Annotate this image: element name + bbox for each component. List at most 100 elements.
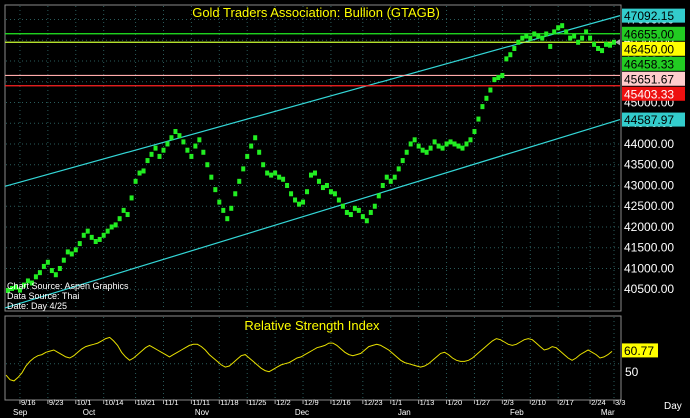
rsi-panel-frame	[4, 315, 622, 401]
price-point	[253, 135, 258, 141]
price-point	[592, 41, 597, 47]
price-point	[141, 168, 146, 174]
price-axis-labels: 47092.15 46655.0046450.0046458.3345651.67…	[615, 8, 685, 127]
price-point	[540, 35, 545, 41]
price-point	[173, 129, 178, 135]
price-point	[456, 143, 461, 149]
price-point	[428, 145, 433, 151]
price-point	[41, 263, 46, 269]
price-point	[476, 116, 481, 122]
price-point	[129, 195, 134, 201]
price-point	[360, 214, 365, 220]
price-point	[209, 174, 214, 180]
chart-source-text: Chart Source: Aspen Graphics	[7, 281, 129, 291]
price-point	[524, 33, 529, 39]
price-point	[576, 39, 581, 45]
x-day-tick-label: 12/16	[332, 398, 351, 407]
price-point	[492, 77, 497, 83]
x-day-tick-label: 10/14	[105, 398, 124, 407]
price-point	[568, 35, 573, 41]
price-point	[57, 265, 62, 271]
x-day-tick-label: 11/1	[164, 398, 178, 407]
x-day-tick-label: 11/18	[220, 398, 238, 407]
price-point	[408, 141, 413, 147]
last-value-label-box	[622, 56, 685, 71]
x-month-label: Mar	[601, 408, 615, 417]
price-point	[29, 280, 34, 286]
price-point	[336, 197, 341, 203]
price-point	[109, 224, 114, 230]
price-point	[153, 145, 158, 151]
price-point	[149, 151, 154, 157]
reference-value-label-box	[622, 26, 685, 41]
reference-value-label-box	[622, 71, 685, 86]
price-point	[380, 182, 385, 188]
price-point	[396, 166, 401, 172]
price-point	[412, 137, 417, 143]
price-point	[9, 285, 14, 291]
price-point	[249, 143, 254, 149]
trend-channel-line	[4, 118, 621, 309]
price-point	[273, 170, 278, 176]
price-point	[584, 29, 589, 35]
x-day-tick-label: 12/2	[276, 398, 291, 407]
price-point	[73, 247, 78, 253]
price-point	[368, 209, 373, 215]
rsi-tick-50: 50	[625, 365, 639, 379]
price-y-tick-label: 44000.00	[624, 137, 674, 151]
price-point	[105, 228, 110, 234]
price-point	[117, 216, 122, 222]
x-day-tick-label: 1/20	[448, 398, 463, 407]
price-point	[452, 141, 457, 147]
price-point	[612, 39, 616, 45]
price-point	[21, 282, 26, 288]
price-point	[560, 23, 565, 29]
x-day-tick-label: 2/24	[591, 398, 606, 407]
source-annotations: Chart Source: Aspen Graphics Data Source…	[7, 281, 129, 311]
data-source-text: Data Source: Thai	[7, 291, 79, 301]
price-point	[49, 268, 54, 274]
reference-value-label-box	[622, 41, 685, 56]
price-point	[532, 31, 537, 37]
price-point	[472, 129, 477, 135]
price-point	[157, 153, 162, 159]
price-point	[512, 46, 517, 52]
price-point	[37, 270, 42, 276]
price-y-tick-label: 42000.00	[624, 220, 674, 234]
x-month-label: Jan	[398, 408, 411, 417]
price-point	[596, 46, 601, 52]
price-point	[488, 87, 493, 93]
x-day-tick-label: 11/25	[248, 398, 266, 407]
x-day-tick-label: 12/9	[304, 398, 319, 407]
price-point	[101, 232, 106, 238]
price-y-tick-label: 43500.00	[624, 158, 674, 172]
price-point	[436, 143, 441, 149]
price-point	[161, 147, 166, 153]
price-point	[444, 141, 449, 147]
price-point	[25, 278, 30, 284]
price-point	[257, 149, 262, 155]
price-point	[33, 274, 38, 280]
rsi-chart-title: Relative Strength Index	[244, 318, 380, 333]
price-point	[580, 35, 585, 41]
price-point	[69, 251, 74, 257]
price-point	[189, 153, 194, 159]
price-point	[324, 182, 329, 188]
x-day-tick-label: 11/11	[192, 398, 210, 407]
price-point	[520, 35, 525, 41]
price-point	[384, 174, 389, 180]
price-point	[137, 170, 142, 176]
price-point	[201, 149, 206, 155]
x-month-label: Nov	[195, 408, 209, 417]
price-point	[544, 31, 549, 37]
price-point	[225, 216, 230, 222]
x-day-tick-label: 1/1	[392, 398, 402, 407]
x-day-tick-label: 3/3	[615, 398, 625, 407]
price-point	[89, 234, 94, 240]
price-point	[460, 145, 465, 151]
price-point	[312, 170, 317, 176]
price-point	[305, 189, 310, 195]
price-point	[332, 191, 337, 197]
channel-value-label: 47092.15	[624, 9, 674, 23]
